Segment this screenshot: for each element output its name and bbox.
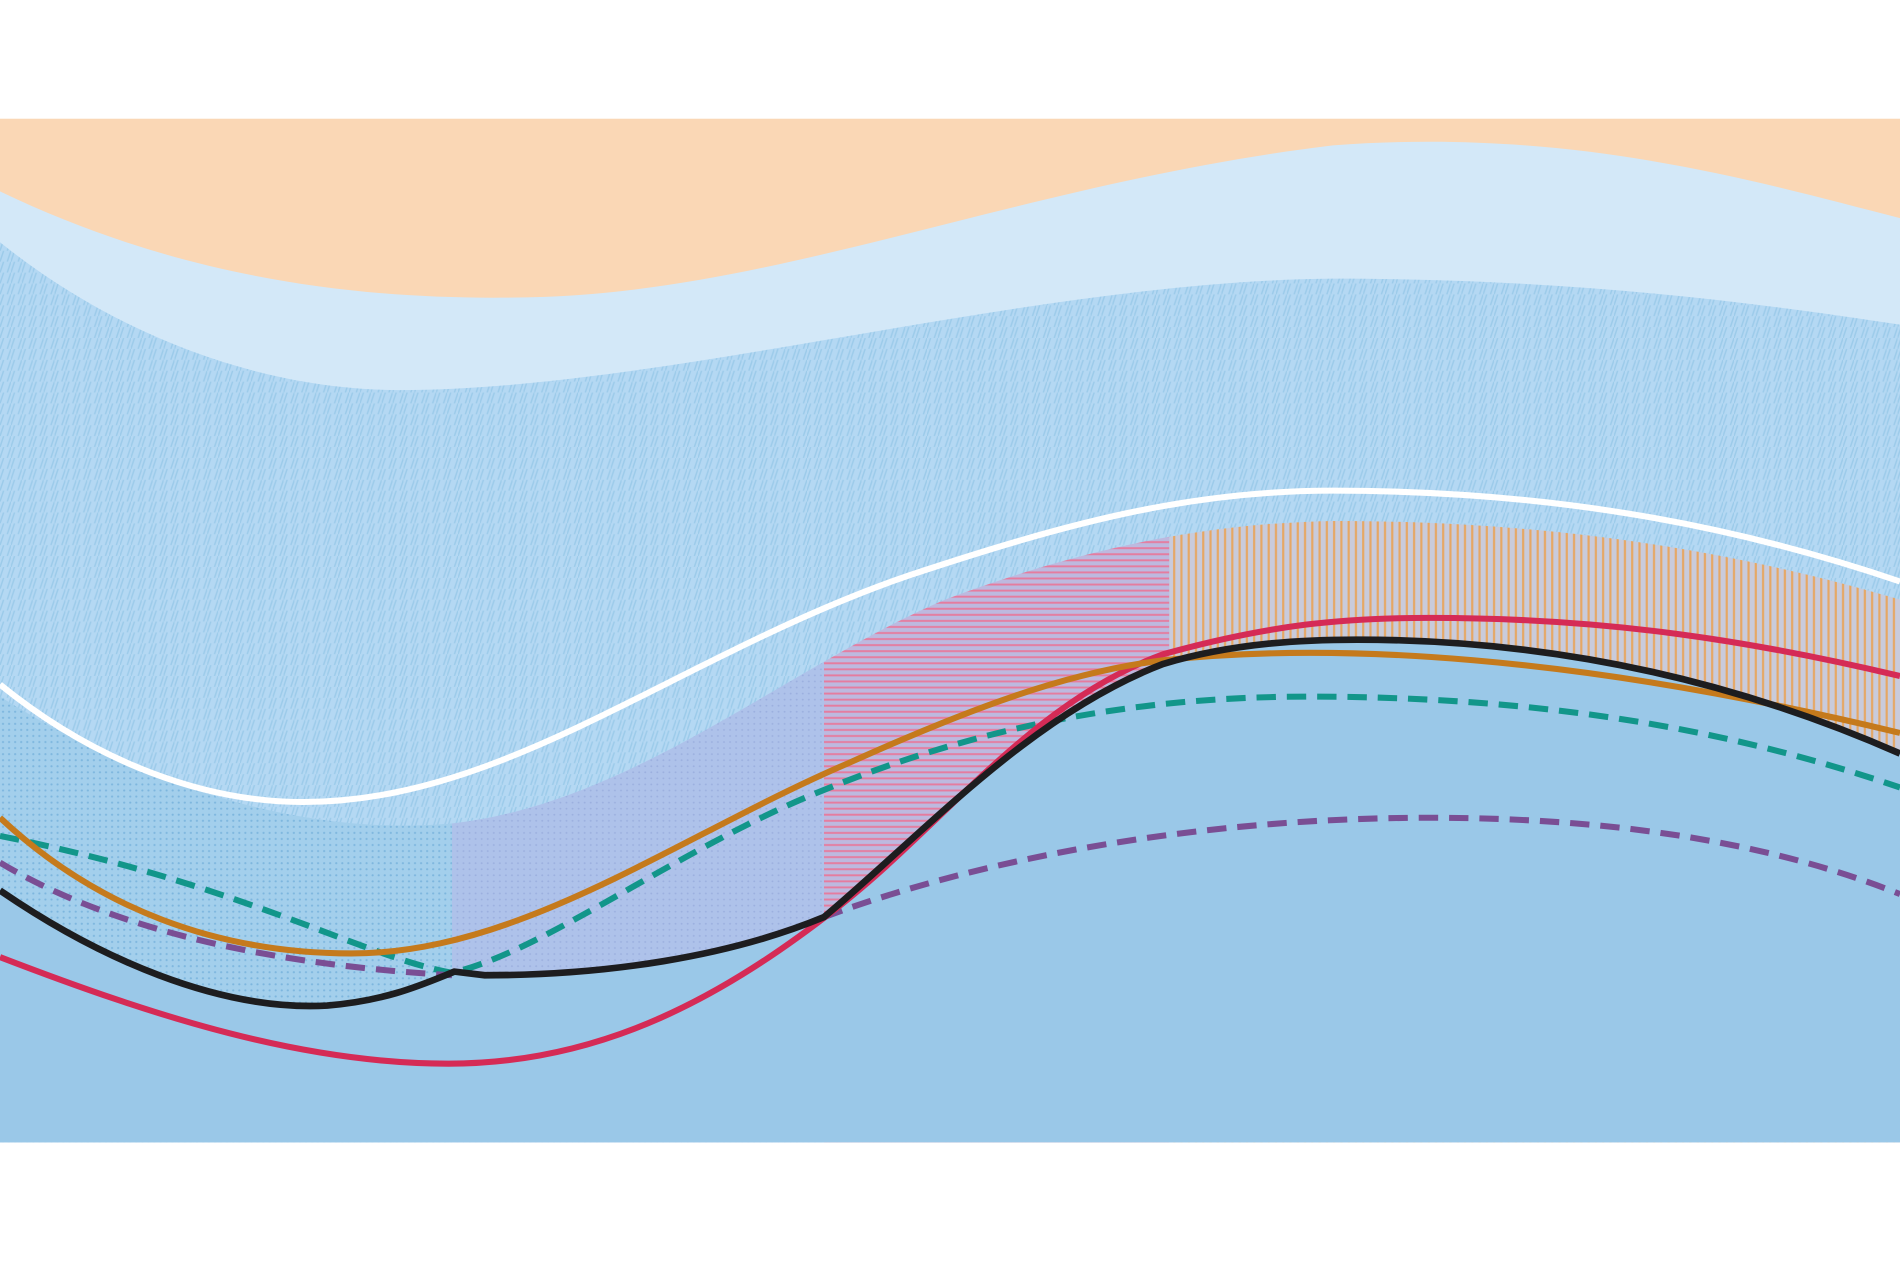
purple-dashed-line: [822, 814, 1900, 920]
white-line: [0, 487, 1900, 806]
orange-line: [0, 649, 1900, 957]
lines: [0, 487, 1900, 1067]
base-fill: [0, 639, 1900, 1143]
teal-dashed-line: [0, 693, 1900, 976]
purple-dashed-line: [0, 859, 453, 979]
black-line: [0, 636, 1900, 1010]
